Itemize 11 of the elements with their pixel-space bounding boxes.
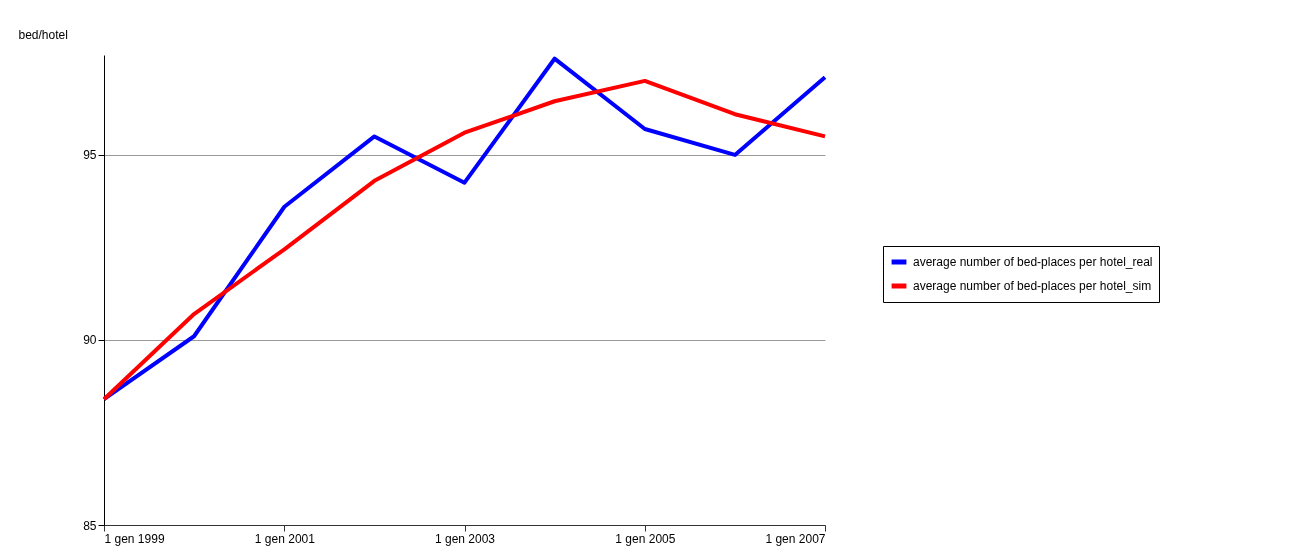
x-tick-label: 1 gen 2007 [765, 531, 826, 546]
x-tick-label: 1 gen 2005 [615, 531, 676, 546]
legend-label: average number of bed-places per hotel_real [913, 255, 1153, 269]
x-tick-label: 1 gen 2003 [434, 531, 496, 546]
y-tick-label: 90 [83, 333, 97, 348]
x-tick-label: 1 gen 1999 [104, 531, 165, 546]
x-tick-label: 1 gen 2001 [254, 531, 316, 546]
y-tick-label: 85 [83, 518, 97, 533]
y-tick-label: 95 [83, 148, 97, 163]
legend-label: average number of bed-places per hotel_sim [913, 279, 1152, 293]
y-axis-title: bed/hotel [18, 27, 68, 42]
